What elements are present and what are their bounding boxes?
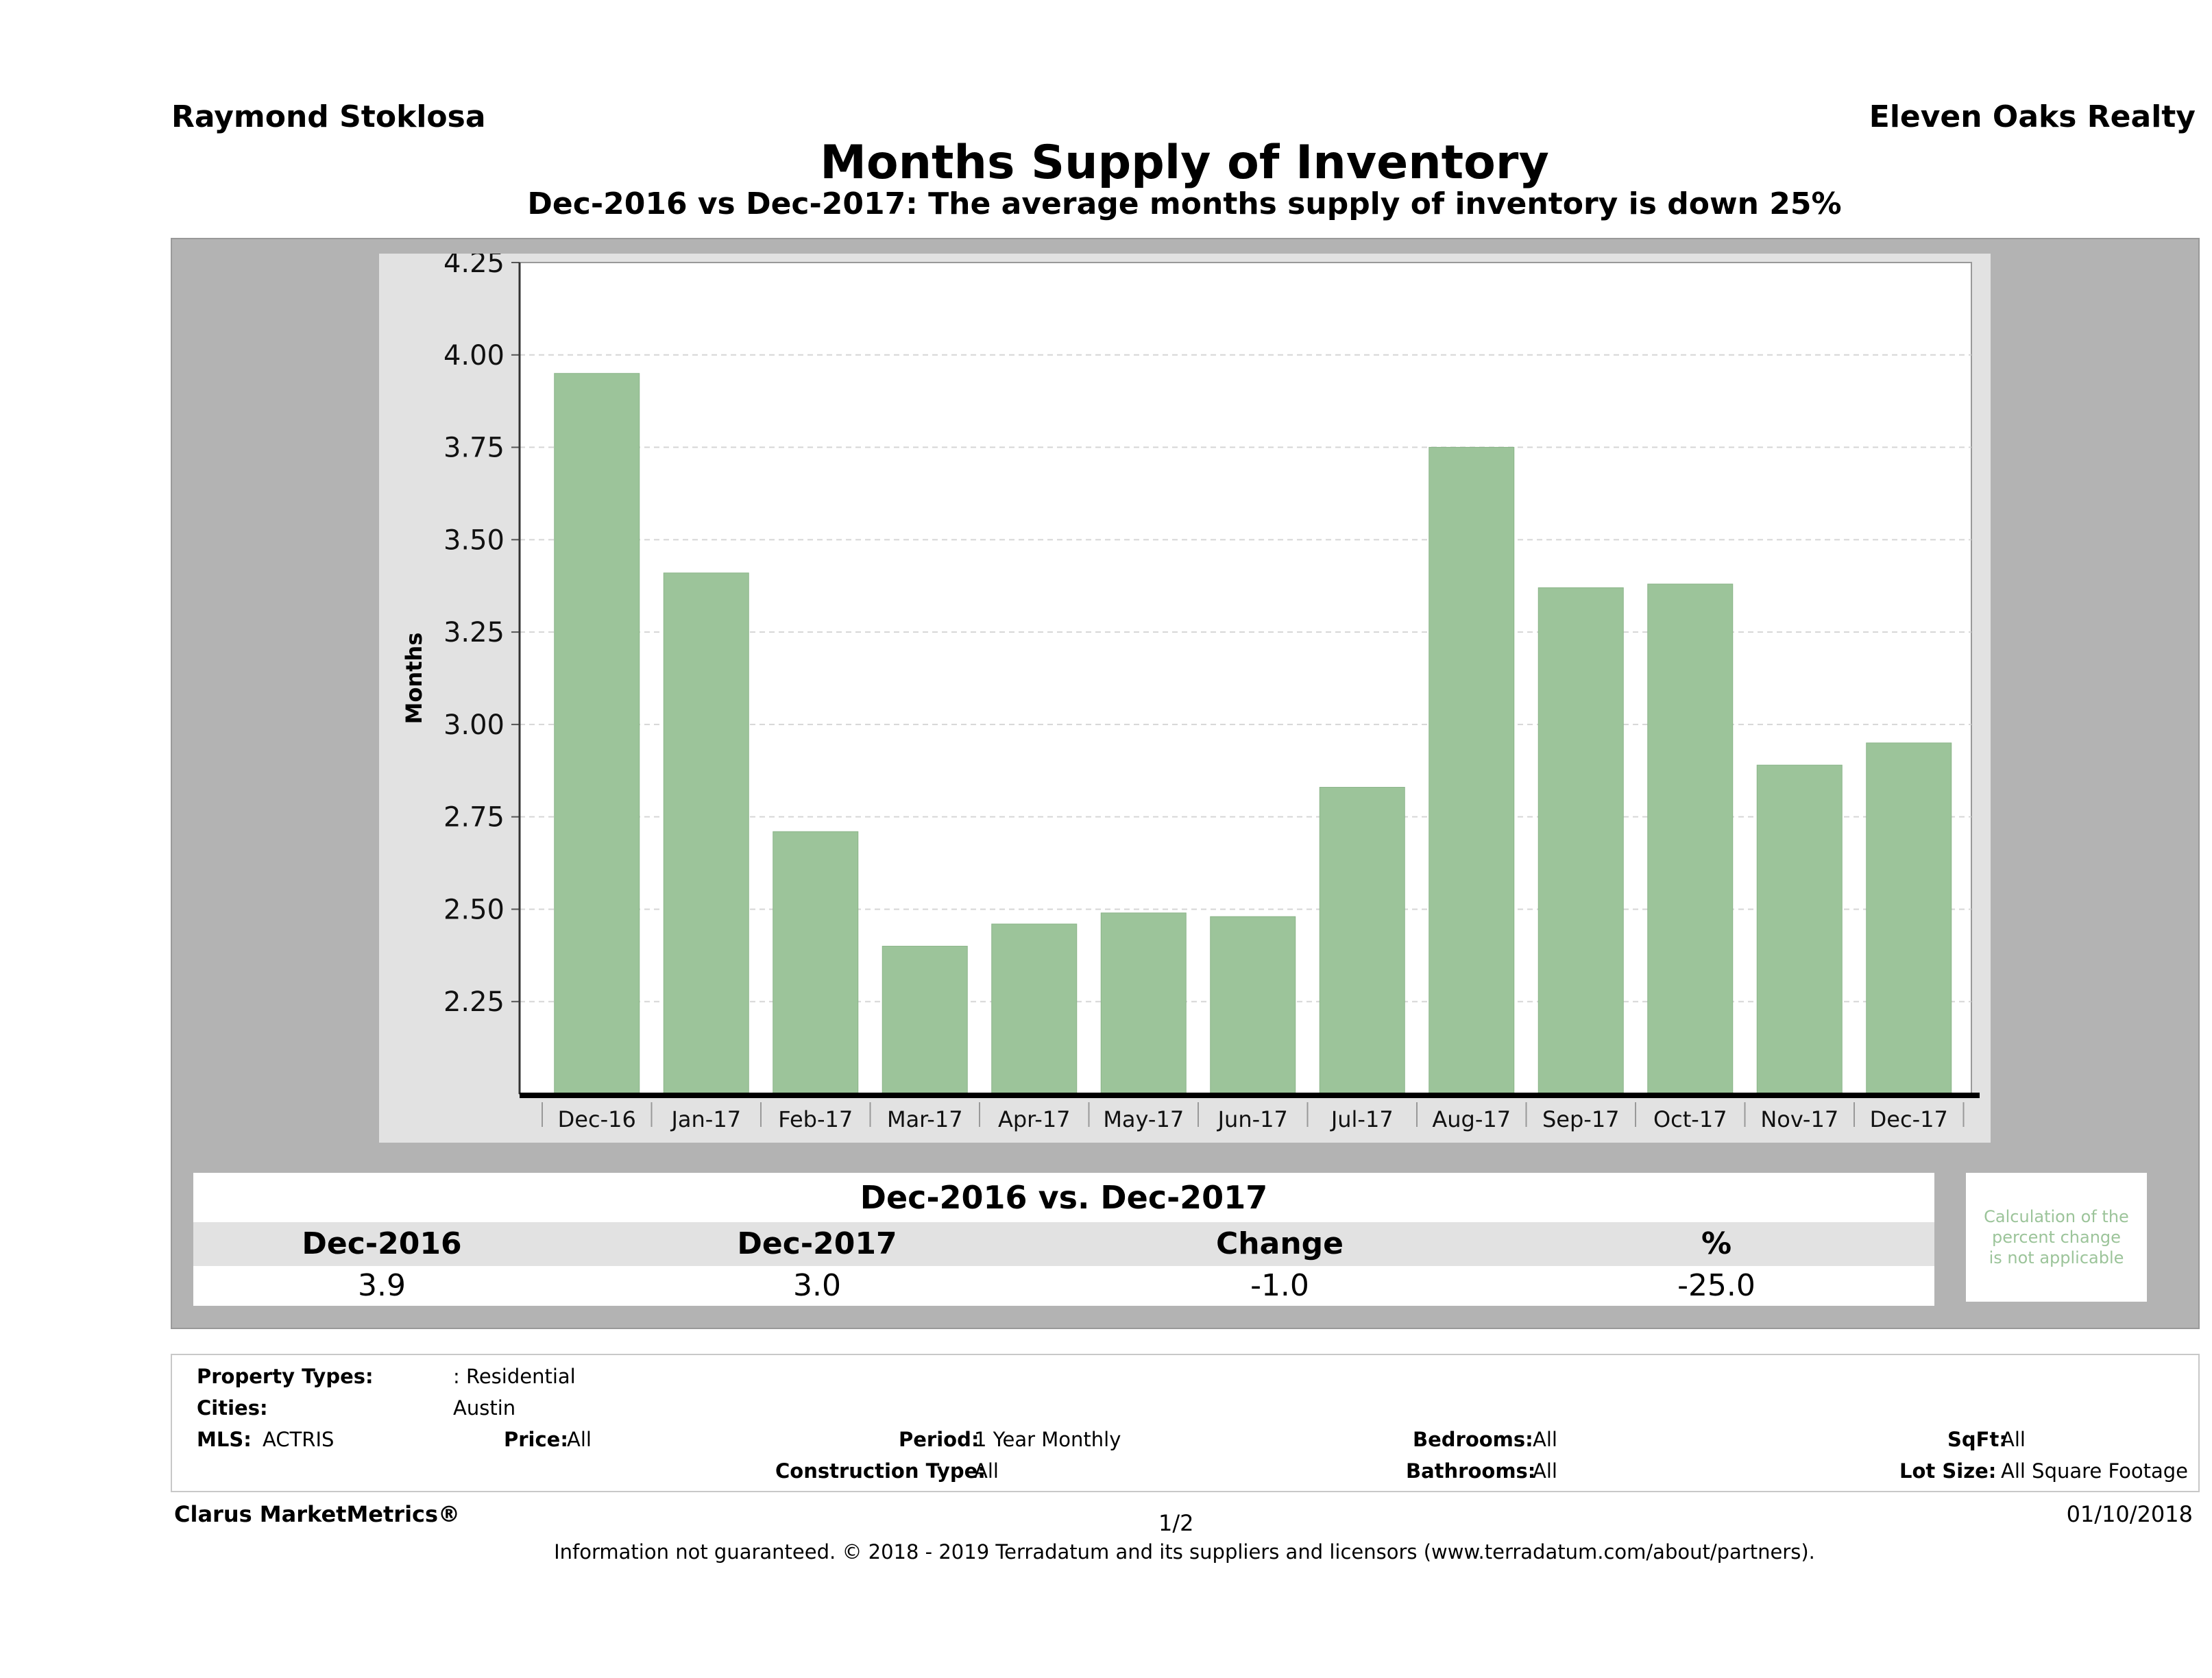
bar xyxy=(1319,787,1405,1095)
x-tick-label: Feb-17 xyxy=(778,1106,853,1132)
price-label: Price: xyxy=(504,1428,568,1451)
cities-label: Cities: xyxy=(197,1396,268,1420)
comparison-header: Change xyxy=(1216,1226,1344,1261)
x-tick-label: May-17 xyxy=(1103,1106,1184,1132)
y-axis-label: Months xyxy=(401,633,427,725)
construction-type-label: Construction Type: xyxy=(775,1459,986,1483)
x-tick-label: Jun-17 xyxy=(1217,1106,1288,1132)
comparison-value: 3.0 xyxy=(793,1268,841,1303)
chart-subtitle: Dec-2016 vs Dec-2017: The average months… xyxy=(527,186,1842,221)
comparison-header: % xyxy=(1701,1226,1732,1261)
brokerage-name: Eleven Oaks Realty xyxy=(1869,99,2196,134)
price-value: All xyxy=(567,1428,592,1451)
sqft-label: SqFt: xyxy=(1947,1428,2007,1451)
x-tick-label: Oct-17 xyxy=(1653,1106,1727,1132)
bathrooms-value: All xyxy=(1533,1459,1557,1483)
comparison-value-row: 3.9 3.0 -1.0 -25.0 xyxy=(193,1266,1934,1306)
bar xyxy=(882,945,968,1095)
y-tick-label: 3.50 xyxy=(443,524,505,556)
property-types-label: Property Types: xyxy=(197,1365,374,1388)
bar xyxy=(991,923,1078,1095)
bar xyxy=(1866,742,1952,1095)
disclaimer: Information not guaranteed. © 2018 - 201… xyxy=(554,1540,1815,1564)
y-tick-label: 4.25 xyxy=(443,254,505,279)
footer-brand: Clarus MarketMetrics® xyxy=(174,1501,461,1527)
bedrooms-value: All xyxy=(1533,1428,1557,1451)
x-tick-label: Jul-17 xyxy=(1330,1106,1394,1132)
bedrooms-label: Bedrooms: xyxy=(1413,1428,1533,1451)
mls-value: ACTRIS xyxy=(263,1428,335,1451)
property-types-value: : Residential xyxy=(453,1365,576,1388)
lot-size-label: Lot Size: xyxy=(1899,1459,1997,1483)
y-tick-label: 3.75 xyxy=(443,433,505,464)
comparison-title: Dec-2016 vs. Dec-2017 xyxy=(193,1173,1934,1222)
mls-label: MLS: xyxy=(197,1428,252,1451)
agent-name: Raymond Stoklosa xyxy=(171,99,486,134)
page-number: 1/2 xyxy=(1158,1510,1194,1536)
period-label: Period: xyxy=(899,1428,980,1451)
sqft-value: All xyxy=(2001,1428,2026,1451)
y-tick-label: 3.00 xyxy=(443,709,505,741)
bar xyxy=(1647,583,1734,1095)
x-tick-label: Mar-17 xyxy=(887,1106,963,1132)
filter-panel: Property Types: : Residential Cities: Au… xyxy=(171,1354,2200,1492)
comparison-header: Dec-2017 xyxy=(737,1226,897,1261)
x-tick-label: Dec-17 xyxy=(1870,1106,1948,1132)
x-tick-label: Apr-17 xyxy=(998,1106,1071,1132)
y-tick-label: 2.50 xyxy=(443,894,505,925)
cities-value: Austin xyxy=(453,1396,516,1420)
x-tick-label: Nov-17 xyxy=(1760,1106,1838,1132)
bar xyxy=(773,831,859,1095)
comparison-value: -1.0 xyxy=(1250,1268,1309,1303)
y-tick-label: 4.00 xyxy=(443,340,505,372)
x-tick-label: Aug-17 xyxy=(1432,1106,1511,1132)
comparison-header: Dec-2016 xyxy=(302,1226,462,1261)
chart-title: Months Supply of Inventory xyxy=(820,136,1549,190)
bar xyxy=(1429,447,1515,1095)
bar xyxy=(1538,587,1624,1095)
lot-size-value: All Square Footage xyxy=(2001,1459,2189,1483)
percent-change-note: Calculation of the percent change is not… xyxy=(1966,1173,2147,1302)
comparison-value: -25.0 xyxy=(1677,1268,1755,1303)
y-tick-label: 2.75 xyxy=(443,802,505,834)
period-value: 1 Year Monthly xyxy=(974,1428,1121,1451)
bar xyxy=(554,373,640,1095)
bar-chart: 4.25 4.00 3.75 3.50 3.25 3.00 2.75 2.50 2.25 Mont… xyxy=(401,254,1980,1132)
x-tick-label: Dec-16 xyxy=(558,1106,636,1132)
note-line: is not applicable xyxy=(1989,1248,2124,1267)
bar xyxy=(1100,912,1187,1095)
y-tick-label: 3.25 xyxy=(443,617,505,648)
x-tick-label: Sep-17 xyxy=(1542,1106,1620,1132)
bar xyxy=(1756,764,1843,1095)
note-line: percent change xyxy=(1992,1228,2121,1247)
bar xyxy=(663,572,749,1095)
comparison-value: 3.9 xyxy=(358,1268,406,1303)
y-tick-label: 2.25 xyxy=(443,986,505,1018)
note-line: Calculation of the xyxy=(1984,1207,2129,1226)
bathrooms-label: Bathrooms: xyxy=(1406,1459,1536,1483)
report-date: 01/10/2018 xyxy=(2066,1501,2193,1527)
x-tick-label: Jan-17 xyxy=(670,1106,741,1132)
comparison-header-row: Dec-2016 Dec-2017 Change % xyxy=(193,1222,1934,1266)
bar xyxy=(1210,916,1296,1095)
construction-type-value: All xyxy=(974,1459,999,1483)
